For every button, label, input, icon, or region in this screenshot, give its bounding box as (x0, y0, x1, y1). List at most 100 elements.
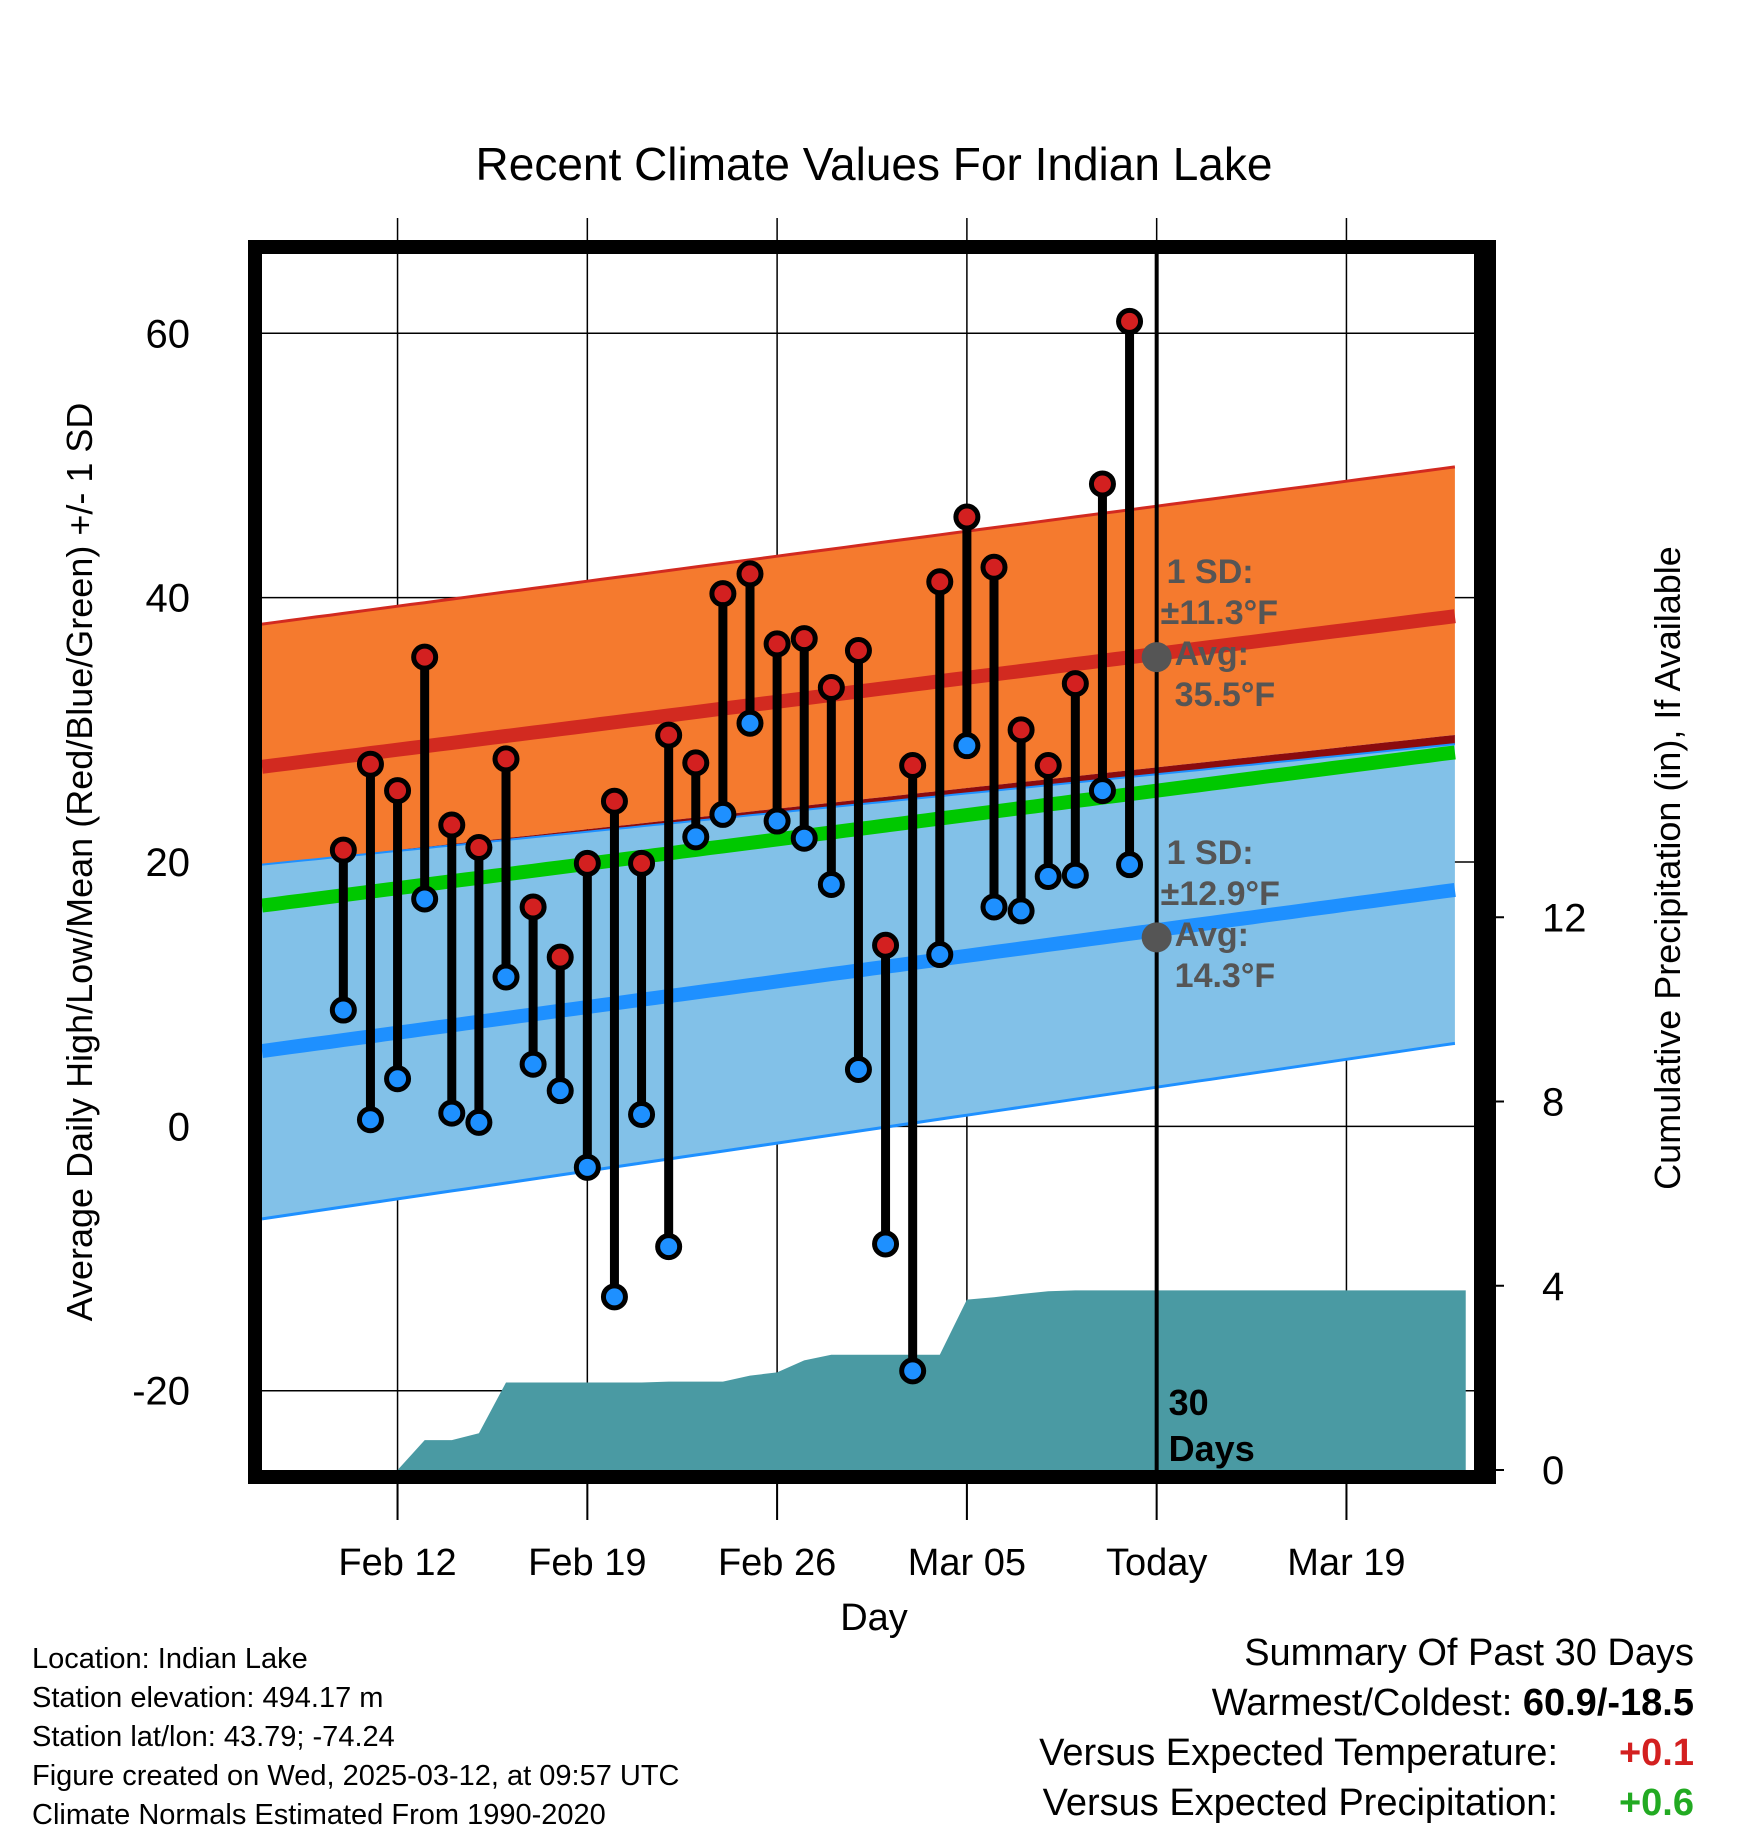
obs-low-point (438, 1099, 466, 1127)
obs-high-point (1088, 470, 1116, 498)
obs-low-point (872, 1230, 900, 1258)
obs-high-point (709, 580, 737, 608)
annotation-line: 1 SD: (1167, 834, 1254, 872)
days-label: Days (1169, 1428, 1255, 1469)
warmest-label: Warmest/Coldest: (1211, 1682, 1513, 1724)
x-axis-label: Day (840, 1597, 908, 1639)
obs-high-point (411, 643, 439, 671)
x-tick-label: Feb 12 (338, 1542, 456, 1584)
obs-high-point (980, 553, 1008, 581)
obs-low-point (1007, 897, 1035, 925)
obs-low-point (817, 870, 845, 898)
chart-title: Recent Climate Values For Indian Lake (476, 138, 1273, 190)
annotation-line: ±12.9°F (1161, 875, 1280, 913)
warmest-value: 60.9/-18.5 (1522, 1682, 1694, 1724)
obs-high-point (356, 750, 384, 778)
y-tick-label: 40 (146, 577, 191, 621)
warmest-coldest-row: Warmest/Coldest: 60.9/-18.5 (1039, 1678, 1694, 1728)
y2-tick-label: 0 (1542, 1449, 1564, 1493)
high-upper-line (262, 465, 1456, 626)
obs-low-point (790, 824, 818, 852)
y-tick-label: 0 (168, 1105, 190, 1149)
obs-low-point (899, 1357, 927, 1385)
created-text: Figure created on Wed, 2025-03-12, at 09… (32, 1760, 680, 1792)
obs-low-point (655, 1233, 683, 1261)
obs-low-point (763, 807, 791, 835)
obs-high-point (546, 943, 574, 971)
precip-label: Versus Expected Precipitation: (1042, 1782, 1558, 1824)
axes: -20 0 20 40 60 0 4 8 12 Feb 12 Feb 19 Feb 26 Mar 05 T… (132, 312, 1586, 1584)
obs-low-point (1088, 777, 1116, 805)
x-tick-label: Feb 26 (718, 1542, 836, 1584)
obs-low-point (682, 823, 710, 851)
obs-high-point (682, 749, 710, 777)
obs-low-point (1116, 851, 1144, 879)
temp-vs-expected-row: Versus Expected Temperature: +0.1 (1039, 1728, 1694, 1778)
annotation-line: 35.5°F (1175, 676, 1276, 714)
y2-tick-label: 8 (1542, 1081, 1564, 1125)
x-tick-label: Mar 19 (1287, 1542, 1405, 1584)
annotation-line: Avg: (1175, 916, 1249, 954)
avg-marker (1141, 642, 1172, 673)
obs-high-point (492, 745, 520, 773)
obs-high-point (872, 931, 900, 959)
obs-high-point (384, 777, 412, 805)
summary-panel: Summary Of Past 30 Days Warmest/Coldest:… (1039, 1628, 1694, 1828)
obs-high-point (628, 849, 656, 877)
annotation-line: ±11.3°F (1161, 594, 1278, 632)
obs-high-point (763, 630, 791, 658)
y2-tick-label: 12 (1542, 896, 1587, 940)
obs-low-point (926, 941, 954, 969)
obs-low-point (356, 1106, 384, 1134)
annotation-line: 14.3°F (1175, 957, 1276, 995)
x-tick-label: Mar 05 (908, 1542, 1026, 1584)
obs-low-point (1061, 861, 1089, 889)
obs-high-point (465, 833, 493, 861)
y-axis-label: Average Daily High/Low/Mean (Red/Blue/Gr… (59, 403, 100, 1322)
obs-low-point (492, 963, 520, 991)
obs-high-point (1061, 670, 1089, 698)
obs-low-point (573, 1153, 601, 1181)
obs-high-point (1116, 307, 1144, 335)
obs-high-point (519, 893, 547, 921)
obs-high-point (438, 811, 466, 839)
obs-high-point (573, 849, 601, 877)
obs-low-point (980, 893, 1008, 921)
obs-low-point (844, 1056, 872, 1084)
annotation-line: 1 SD: (1167, 553, 1254, 591)
obs-low-point (709, 800, 737, 828)
obs-high-point (817, 674, 845, 702)
low-lower-line (262, 1041, 1456, 1221)
obs-low-point (329, 996, 357, 1024)
x-tick-label: Feb 19 (528, 1542, 646, 1584)
y2-tick-label: 4 (1542, 1265, 1564, 1309)
obs-low-point (600, 1283, 628, 1311)
latlon-text: Station lat/lon: 43.79; -74.24 (32, 1721, 395, 1753)
obs-high-point (953, 503, 981, 531)
obs-high-point (655, 721, 683, 749)
obs-low-point (628, 1100, 656, 1128)
obs-high-point (926, 568, 954, 596)
precip-area (316, 1290, 1482, 1470)
obs-low-point (519, 1050, 547, 1078)
y-tick-label: -20 (132, 1370, 190, 1414)
obs-high-point (1034, 752, 1062, 780)
y-tick-label: 60 (146, 312, 191, 356)
precip-value: +0.6 (1618, 1782, 1694, 1824)
obs-low-point (953, 732, 981, 760)
elevation-text: Station elevation: 494.17 m (32, 1682, 384, 1714)
station-info: Location: Indian Lake Station elevation:… (32, 1640, 680, 1835)
observations (329, 307, 1144, 1385)
obs-high-point (899, 752, 927, 780)
x-tick-label: Today (1106, 1542, 1207, 1584)
obs-low-point (1034, 863, 1062, 891)
obs-low-point (411, 885, 439, 913)
obs-high-point (790, 625, 818, 653)
obs-high-point (329, 836, 357, 864)
summary-title: Summary Of Past 30 Days (1244, 1632, 1694, 1674)
precip-vs-expected-row: Versus Expected Precipitation: +0.6 (1039, 1778, 1694, 1828)
obs-low-point (465, 1108, 493, 1136)
y2-axis-label: Cumulative Precipitation (in), If Availa… (1647, 546, 1688, 1190)
